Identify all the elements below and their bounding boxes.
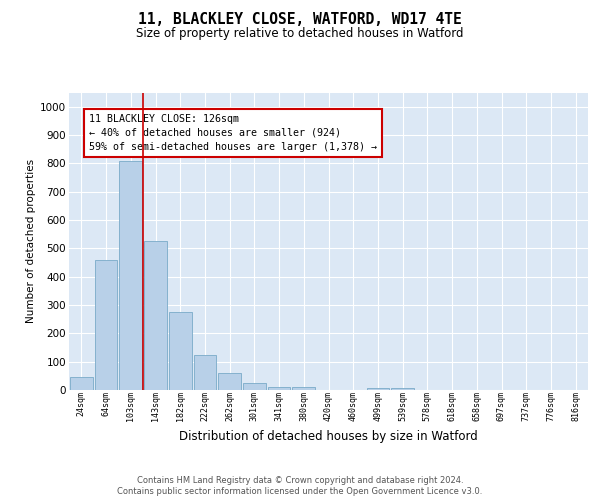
Bar (268, 386, 290, 390)
Bar (243, 383, 266, 390)
Y-axis label: Number of detached properties: Number of detached properties (26, 159, 36, 324)
Bar (95, 260, 118, 390)
Text: Contains HM Land Registry data © Crown copyright and database right 2024.: Contains HM Land Registry data © Crown c… (137, 476, 463, 485)
Bar (144, 242, 167, 390)
Text: Size of property relative to detached houses in Watford: Size of property relative to detached ho… (136, 28, 464, 40)
Bar (367, 388, 389, 390)
Bar (391, 388, 414, 390)
Bar (194, 354, 216, 390)
Bar (119, 160, 142, 390)
Text: 11, BLACKLEY CLOSE, WATFORD, WD17 4TE: 11, BLACKLEY CLOSE, WATFORD, WD17 4TE (138, 12, 462, 28)
Bar (169, 312, 191, 390)
Bar (292, 386, 315, 390)
Text: 11 BLACKLEY CLOSE: 126sqm
← 40% of detached houses are smaller (924)
59% of semi: 11 BLACKLEY CLOSE: 126sqm ← 40% of detac… (89, 114, 377, 152)
Bar (218, 373, 241, 390)
Bar (70, 377, 93, 390)
X-axis label: Distribution of detached houses by size in Watford: Distribution of detached houses by size … (179, 430, 478, 442)
Text: Contains public sector information licensed under the Open Government Licence v3: Contains public sector information licen… (118, 487, 482, 496)
